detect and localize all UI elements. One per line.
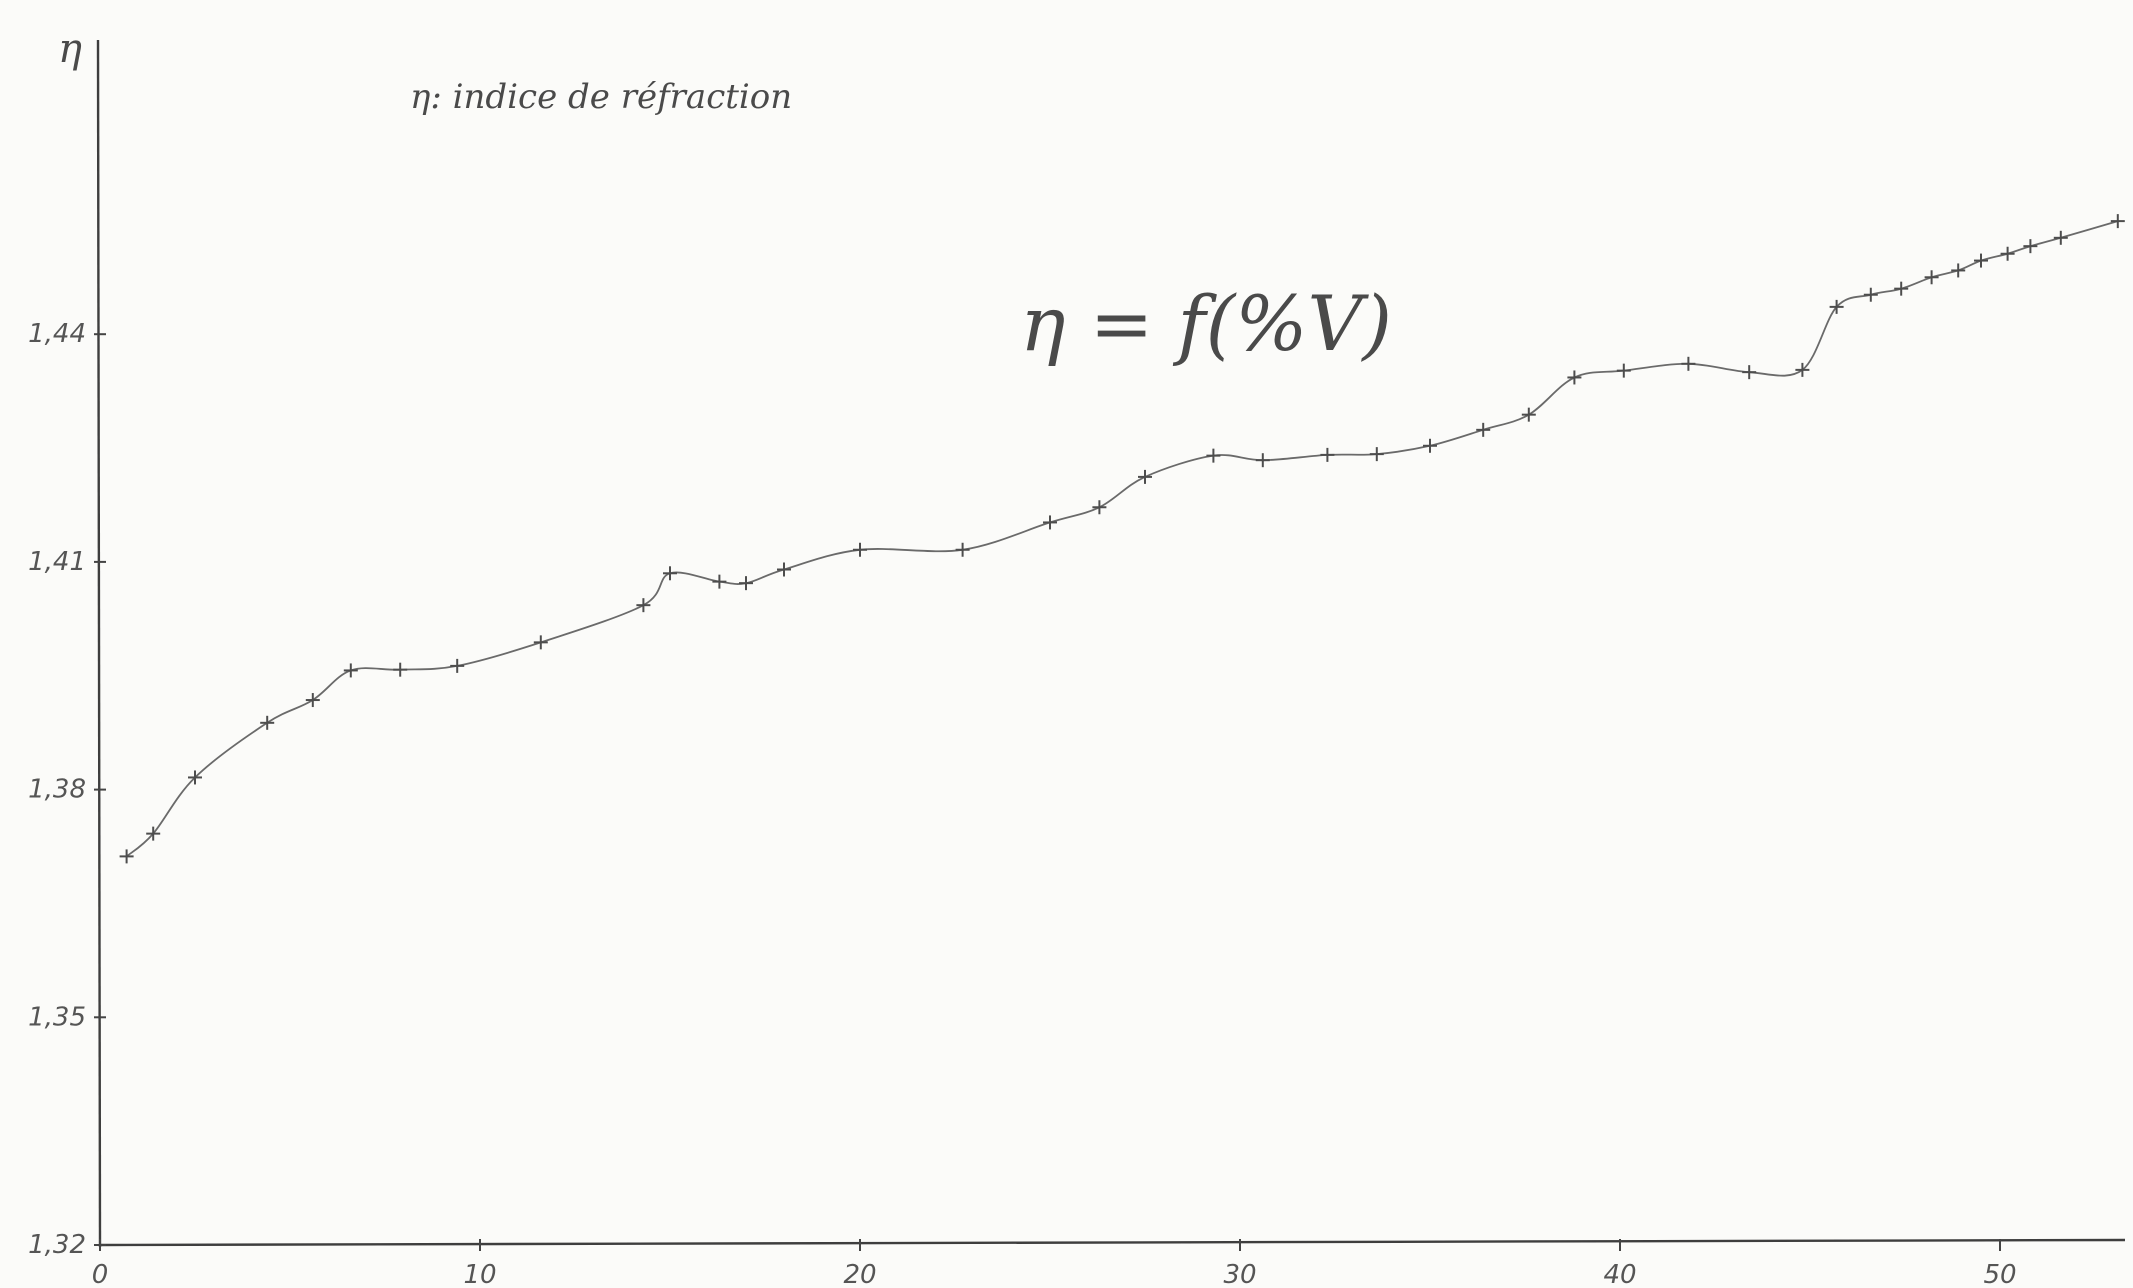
data-point bbox=[1974, 253, 1988, 268]
y-tick-label: 1,35 bbox=[28, 1002, 86, 1032]
x-tick-label: 30 bbox=[1223, 1260, 1256, 1288]
data-point bbox=[1829, 299, 1844, 314]
data-point bbox=[1320, 447, 1335, 462]
data-point bbox=[1616, 363, 1631, 378]
data-point bbox=[1476, 422, 1491, 437]
data-point bbox=[1742, 365, 1757, 380]
data-point bbox=[146, 826, 161, 841]
x-tick-label: 10 bbox=[463, 1260, 496, 1288]
data-point bbox=[663, 566, 677, 581]
y-tick-label: 1,41 bbox=[28, 547, 86, 577]
data-point bbox=[712, 574, 727, 589]
data-point bbox=[955, 542, 970, 557]
data-point bbox=[1138, 469, 1152, 484]
x-axis bbox=[99, 1238, 2126, 1247]
data-point bbox=[1043, 515, 1057, 530]
data-point bbox=[1369, 447, 1384, 462]
x-tick-label: 50 bbox=[1983, 1260, 2016, 1288]
data-point bbox=[777, 562, 791, 577]
y-tick-label: 1,32 bbox=[28, 1230, 86, 1260]
axes: η bbox=[58, 26, 2126, 1248]
data-point bbox=[2023, 239, 2038, 254]
data-point bbox=[853, 542, 867, 557]
data-point bbox=[533, 635, 548, 650]
data-point bbox=[188, 770, 202, 785]
data-point bbox=[393, 662, 408, 677]
y-axis-label: η bbox=[58, 26, 82, 72]
x-tick-label: 0 bbox=[92, 1260, 109, 1288]
x-tick-label: 20 bbox=[843, 1260, 876, 1288]
data-point bbox=[2053, 230, 2068, 245]
chart-title: η = f(%V) bbox=[1020, 279, 1392, 368]
chart-subtitle: η: indice de réfraction bbox=[410, 77, 792, 117]
data-point bbox=[343, 663, 358, 678]
data-point bbox=[260, 715, 275, 730]
data-point bbox=[1092, 500, 1107, 515]
data-point bbox=[1206, 448, 1221, 463]
data-point bbox=[305, 693, 320, 708]
data-point bbox=[1795, 362, 1810, 377]
data-point bbox=[1521, 407, 1536, 422]
data-point bbox=[636, 598, 651, 613]
data-point bbox=[1863, 287, 1878, 302]
data-points bbox=[119, 214, 2125, 864]
data-point bbox=[1567, 370, 1582, 385]
data-point bbox=[739, 576, 753, 591]
data-point bbox=[119, 849, 134, 864]
y-axis bbox=[96, 39, 102, 1248]
data-point bbox=[1924, 270, 1939, 285]
data-point bbox=[1681, 356, 1696, 371]
data-point bbox=[450, 658, 465, 673]
data-point bbox=[1894, 281, 1909, 296]
data-point bbox=[1255, 453, 1270, 468]
data-point bbox=[1951, 263, 1966, 278]
tick-marks: 0 10 20 30 40 50 1,32 1,35 1,38 1,41 1,44 bbox=[28, 319, 2016, 1288]
y-tick-label: 1,38 bbox=[28, 775, 86, 805]
data-point bbox=[1423, 438, 1437, 453]
data-point bbox=[2000, 246, 2015, 261]
data-point bbox=[2110, 214, 2125, 229]
y-tick-label: 1,44 bbox=[28, 319, 86, 349]
x-tick-label: 40 bbox=[1603, 1260, 1636, 1288]
